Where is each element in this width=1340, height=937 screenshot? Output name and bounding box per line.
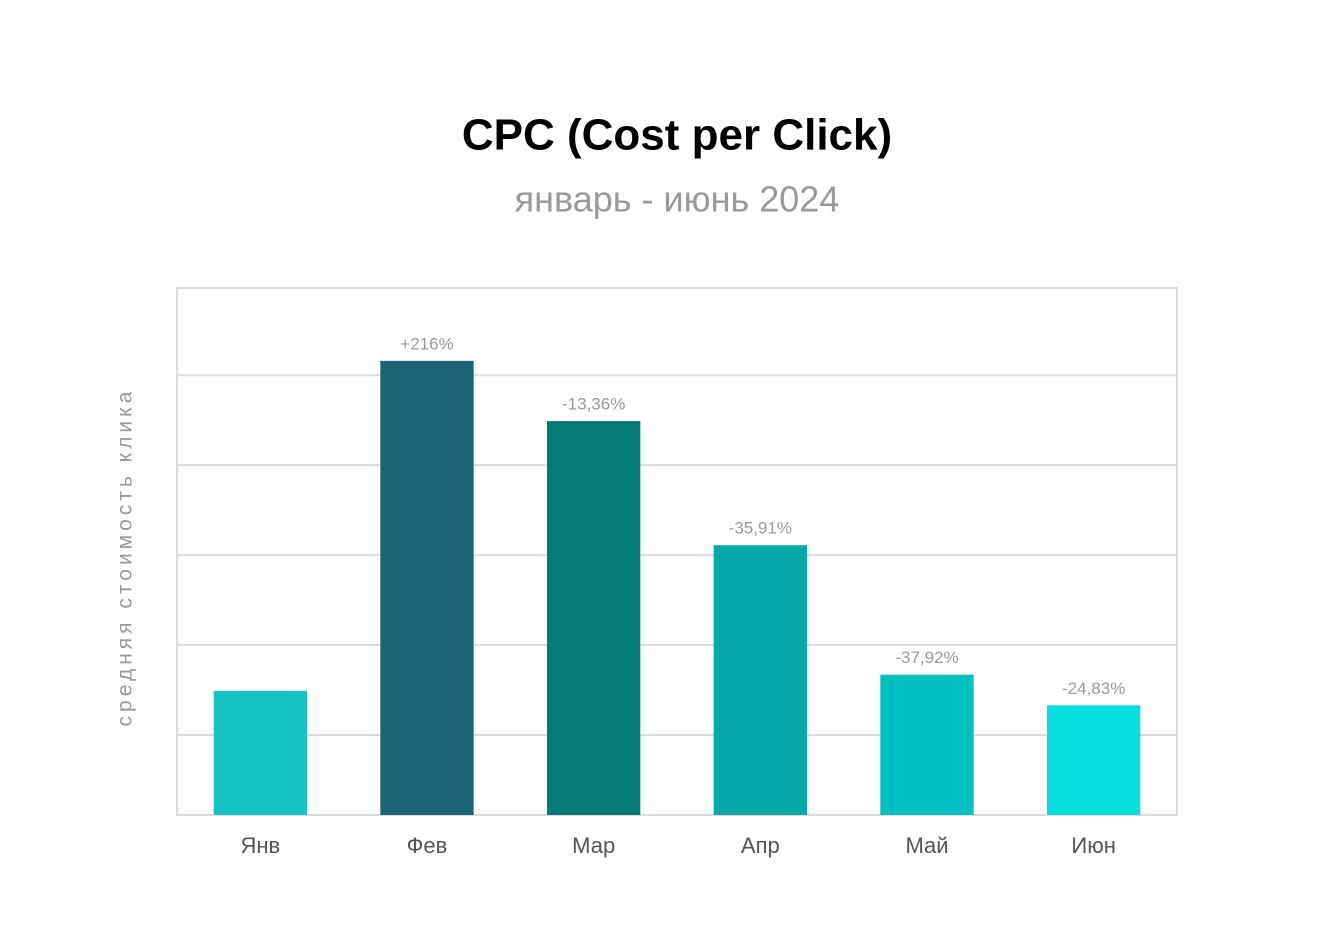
bar	[713, 545, 807, 815]
x-tick-label: Апр	[741, 833, 780, 858]
bar-annotation: -35,91%	[729, 519, 792, 538]
bar	[547, 421, 641, 815]
bar	[380, 360, 474, 815]
bar	[1047, 705, 1141, 815]
x-tick-label: Фев	[407, 833, 448, 858]
x-tick-label: Мар	[572, 833, 615, 858]
x-tick-label: Июн	[1071, 833, 1115, 858]
bar-annotation: -24,83%	[1062, 679, 1125, 698]
bar-annotation: -13,36%	[562, 395, 625, 414]
y-axis-label: средняя стоимость клика	[114, 388, 137, 727]
x-tick-label: Янв	[240, 833, 280, 858]
bar-annotation: +216%	[400, 334, 453, 353]
bar	[880, 674, 974, 815]
x-tick-label: Май	[905, 833, 948, 858]
bar	[213, 690, 307, 815]
plot-frame	[176, 287, 1178, 816]
chart-title: CPC (Cost per Click)	[462, 111, 892, 160]
chart-subtitle: январь - июнь 2024	[515, 179, 840, 220]
bar-annotation: -37,92%	[895, 648, 958, 667]
